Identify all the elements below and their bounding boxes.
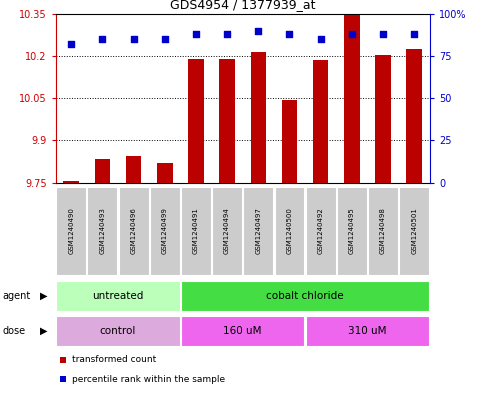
Bar [243, 187, 273, 275]
Bar [56, 316, 180, 346]
Bar [157, 163, 172, 183]
Bar [181, 281, 429, 311]
Text: 310 uM: 310 uM [348, 326, 387, 336]
Text: transformed count: transformed count [72, 355, 156, 364]
Bar [181, 187, 211, 275]
Bar [368, 187, 398, 275]
Bar [126, 156, 142, 183]
Point [411, 31, 418, 37]
Point [379, 31, 387, 37]
Text: GSM1240494: GSM1240494 [224, 208, 230, 254]
Text: ▶: ▶ [40, 291, 47, 301]
Text: percentile rank within the sample: percentile rank within the sample [72, 375, 226, 384]
Text: GSM1240492: GSM1240492 [318, 208, 324, 254]
Bar [150, 187, 180, 275]
Bar [56, 281, 180, 311]
Point [223, 31, 231, 37]
Point [161, 36, 169, 42]
Bar [219, 59, 235, 183]
Text: GSM1240501: GSM1240501 [411, 208, 417, 254]
Bar [407, 49, 422, 183]
Text: GSM1240495: GSM1240495 [349, 208, 355, 254]
Text: GSM1240500: GSM1240500 [286, 208, 293, 254]
Bar [251, 52, 266, 183]
Bar [274, 187, 304, 275]
Bar [118, 187, 148, 275]
Bar [306, 187, 336, 275]
Text: GSM1240493: GSM1240493 [99, 208, 105, 254]
Text: ▶: ▶ [40, 326, 47, 336]
Text: GSM1240499: GSM1240499 [162, 208, 168, 254]
Bar [188, 59, 204, 183]
Bar [344, 15, 360, 183]
Point [67, 41, 75, 47]
Bar [63, 181, 79, 183]
Bar [56, 187, 86, 275]
Text: GSM1240496: GSM1240496 [130, 208, 137, 254]
Text: 160 uM: 160 uM [224, 326, 262, 336]
Bar [87, 187, 117, 275]
Bar [313, 60, 328, 183]
Text: cobalt chloride: cobalt chloride [266, 291, 344, 301]
Bar [181, 316, 304, 346]
Point [192, 31, 200, 37]
Bar [282, 100, 298, 183]
Title: GDS4954 / 1377939_at: GDS4954 / 1377939_at [170, 0, 315, 11]
Bar [306, 316, 429, 346]
Text: untreated: untreated [92, 291, 143, 301]
Bar [95, 159, 110, 183]
Bar [212, 187, 242, 275]
Point [99, 36, 106, 42]
Text: dose: dose [2, 326, 26, 336]
Text: GSM1240491: GSM1240491 [193, 208, 199, 254]
Text: GSM1240490: GSM1240490 [68, 208, 74, 254]
Point [285, 31, 293, 37]
Bar [399, 187, 429, 275]
Text: GSM1240498: GSM1240498 [380, 208, 386, 254]
Point [129, 36, 137, 42]
Text: GSM1240497: GSM1240497 [256, 208, 261, 254]
Bar [337, 187, 367, 275]
Text: control: control [100, 326, 136, 336]
Point [317, 36, 325, 42]
Point [255, 28, 262, 34]
Bar [375, 55, 391, 183]
Point [348, 31, 356, 37]
Text: agent: agent [2, 291, 30, 301]
